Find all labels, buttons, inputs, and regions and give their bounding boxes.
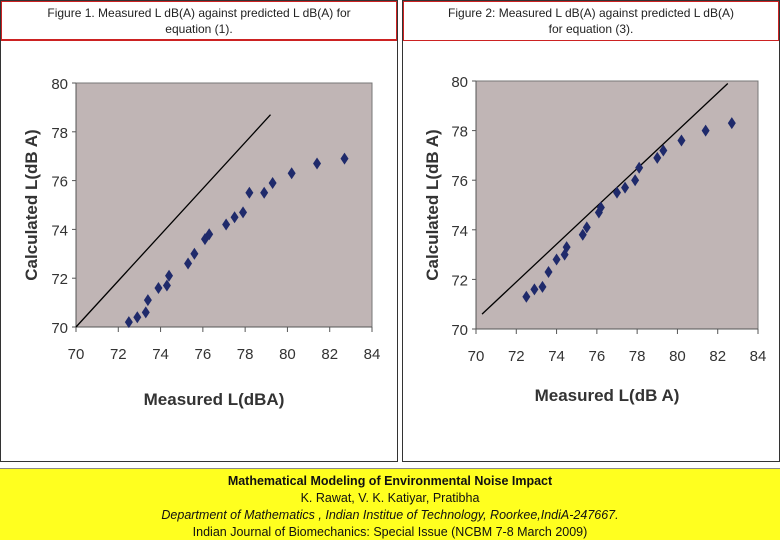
plot-area <box>75 82 373 328</box>
y-tick-label: 78 <box>451 124 468 141</box>
paper-title: Mathematical Modeling of Environmental N… <box>227 474 553 488</box>
x-tick-label: 78 <box>629 348 646 365</box>
data-point <box>552 253 561 266</box>
data-point <box>143 294 152 307</box>
x-tick-label: 78 <box>237 346 254 363</box>
data-point <box>659 144 668 157</box>
data-point <box>727 117 736 130</box>
data-point <box>190 247 199 260</box>
data-point <box>154 281 163 294</box>
data-point <box>653 151 662 164</box>
data-point <box>562 241 571 254</box>
y-tick-label: 74 <box>451 223 468 240</box>
y-tick-label: 76 <box>51 174 68 191</box>
x-tick-label: 84 <box>364 346 381 363</box>
data-point <box>621 181 630 194</box>
data-point <box>677 134 686 147</box>
y-tick-label: 78 <box>51 125 68 142</box>
paper-info-box: Mathematical Modeling of Environmental N… <box>0 468 780 540</box>
data-point <box>582 221 591 234</box>
y-tick-label: 72 <box>451 272 468 289</box>
data-point <box>245 186 254 199</box>
x-tick-label: 70 <box>68 346 85 363</box>
figure-1-panel: Figure 1. Measured L dB(A) against predi… <box>0 0 398 462</box>
figure-1-caption-line2: equation (1). <box>165 22 233 36</box>
plot-area <box>475 80 759 330</box>
x-tick-label: 80 <box>279 346 296 363</box>
data-point <box>184 257 193 270</box>
figure-2-caption: Figure 2: Measured L dB(A) against predi… <box>403 1 779 41</box>
data-point <box>613 186 621 199</box>
x-tick-label: 74 <box>548 348 565 365</box>
data-point <box>133 311 142 324</box>
paper-journal: Indian Journal of Biomechanics: Special … <box>192 525 588 539</box>
data-point <box>239 206 248 219</box>
data-point <box>165 269 174 282</box>
data-point <box>141 306 150 319</box>
figure-1-chart: 70 72 74 76 78 80 82 84 70 72 74 76 78 80 Measured L(d… <box>22 76 381 409</box>
y-tick-label: 70 <box>451 322 468 339</box>
figure-1-caption-line1: Figure 1. Measured L dB(A) against predi… <box>47 6 351 20</box>
data-point <box>313 157 322 170</box>
x-tick-label: 74 <box>152 346 169 363</box>
figure-2-caption-line1: Figure 2: Measured L dB(A) against predi… <box>448 6 734 20</box>
y-axis-label: Calculated L(dB A) <box>22 129 41 280</box>
x-tick-label: 72 <box>508 348 525 365</box>
x-tick-label: 70 <box>468 348 485 365</box>
y-tick-label: 76 <box>451 173 468 190</box>
x-tick-label: 80 <box>669 348 686 365</box>
paper-authors: K. Rawat, V. K. Katiyar, Pratibha <box>300 491 480 505</box>
data-point <box>124 316 133 329</box>
data-point <box>596 201 605 214</box>
data-point <box>287 167 296 180</box>
data-point <box>530 283 539 296</box>
y-tick-label: 80 <box>51 76 68 93</box>
y-axis-label: Calculated L(dB A) <box>423 129 442 280</box>
data-point <box>635 161 644 174</box>
reference-line <box>481 83 729 315</box>
x-axis-label: Measured L(dB A) <box>535 386 680 405</box>
y-tick-label: 74 <box>51 222 68 239</box>
figure-2-chart: 70 72 74 76 78 80 82 84 70 72 74 76 78 80 Measured L(d… <box>423 74 767 405</box>
x-tick-label: 72 <box>110 346 127 363</box>
figure-1-caption: Figure 1. Measured L dB(A) against predi… <box>1 1 397 41</box>
data-point <box>230 211 239 224</box>
data-point <box>205 228 214 241</box>
x-tick-label: 84 <box>750 348 767 365</box>
x-tick-label: 76 <box>195 346 212 363</box>
y-tick-label: 80 <box>451 74 468 91</box>
x-tick-label: 76 <box>589 348 606 365</box>
figure-2-caption-line2: for equation (3). <box>548 22 634 36</box>
data-point <box>260 186 269 199</box>
y-tick-label: 72 <box>51 271 68 288</box>
data-point <box>594 206 603 219</box>
data-point <box>578 228 587 241</box>
data-point <box>268 177 277 190</box>
data-point <box>701 124 710 137</box>
data-point <box>162 279 171 292</box>
data-point <box>522 290 531 303</box>
reference-line <box>75 114 271 328</box>
x-axis-label: Measured L(dBA) <box>144 390 285 409</box>
figure-2-panel: Figure 2: Measured L dB(A) against predi… <box>402 0 780 462</box>
paper-affiliation: Department of Mathematics , Indian Insti… <box>161 508 619 522</box>
x-tick-label: 82 <box>709 348 726 365</box>
data-point <box>538 280 547 293</box>
x-tick-label: 82 <box>321 346 338 363</box>
y-tick-label: 70 <box>51 320 68 337</box>
data-point <box>544 265 553 278</box>
data-point <box>340 152 349 165</box>
data-point <box>631 174 640 187</box>
data-point <box>222 218 231 231</box>
